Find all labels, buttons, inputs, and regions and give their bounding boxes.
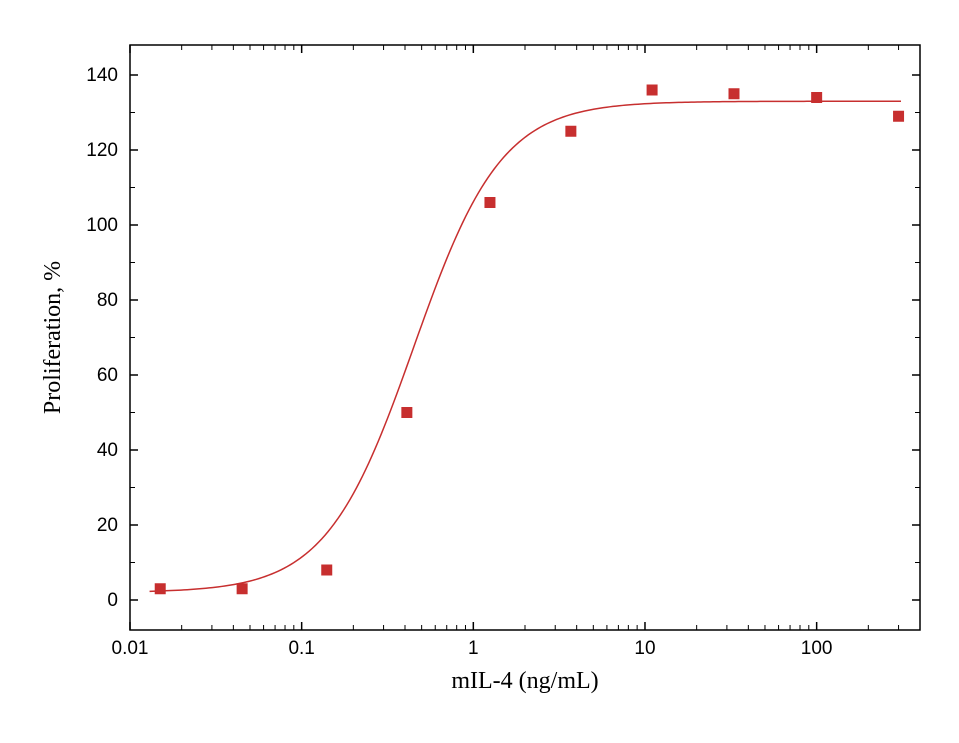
y-tick-label: 140 [86,65,118,86]
data-point [647,85,657,95]
data-point [485,198,495,208]
y-tick-label: 0 [107,590,118,611]
y-tick-label: 80 [97,290,118,311]
dose-response-chart: 0.01 0.1 1 10 100 0 20 40 60 80 100 120 140 mIL-4 (ng… [0,0,959,743]
y-axis-label: Proliferation, % [40,261,66,414]
x-tick-label: 100 [801,638,833,659]
fit-curve [150,101,901,591]
x-axis-label: mIL-4 (ng/mL) [451,668,598,694]
x-tick-label: 1 [468,638,479,659]
data-point [894,111,904,121]
y-tick-label: 40 [97,440,118,461]
data-point [322,565,332,575]
y-tick-label: 60 [97,365,118,386]
plot-frame [130,45,920,630]
data-point [812,93,822,103]
x-tick-label: 10 [634,638,655,659]
x-tick-label: 0.1 [288,638,314,659]
chart-container: 0.01 0.1 1 10 100 0 20 40 60 80 100 120 140 mIL-4 (ng… [0,0,959,743]
x-tick-label: 0.01 [112,638,149,659]
data-point [155,584,165,594]
y-tick-label: 100 [86,215,118,236]
data-point [402,408,412,418]
data-point [237,584,247,594]
data-point [566,126,576,136]
data-point [729,89,739,99]
y-tick-label: 120 [86,140,118,161]
y-tick-label: 20 [97,515,118,536]
